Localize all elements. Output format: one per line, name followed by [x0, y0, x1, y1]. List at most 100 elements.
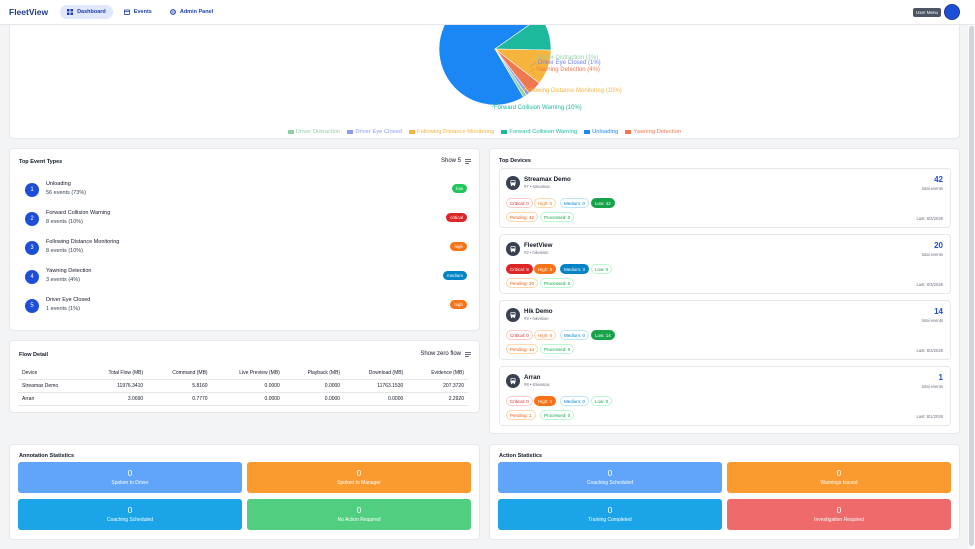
stat-label: Training Completed: [588, 517, 632, 523]
device-last-seen: Last: 8/1/2026: [916, 414, 943, 419]
nav-dashboard[interactable]: Dashboard: [60, 5, 113, 19]
pie-slice[interactable]: [438, 25, 541, 106]
event-type-item[interactable]: 3 Following Distance Monitoring 8 events (…: [15, 238, 467, 260]
table-row[interactable]: Arran 3.0690 0.7770 0.0000 0.0000 0.0000 2.292…: [18, 392, 468, 406]
device-card[interactable]: Hik Demo #3 • hikvision 14 total events Crit…: [499, 300, 951, 360]
avatar[interactable]: [944, 4, 960, 20]
stat-label: Spoken to Manager: [337, 480, 381, 486]
device-last-seen: Last: 8/3/2026: [916, 282, 943, 287]
table-column-header: Playback (MB): [283, 367, 345, 380]
truck-icon: [506, 176, 520, 190]
pie-label-line: [491, 96, 506, 108]
severity-high-pill: High: 0: [534, 198, 557, 208]
table-cell: 207.3720: [407, 379, 468, 393]
status-processed-pill: Processed: 0: [540, 278, 575, 288]
device-card[interactable]: Arran #8 • streamax 1 total events Critical:…: [499, 366, 951, 426]
table-cell: 0.0000: [283, 379, 345, 393]
pie-slice[interactable]: [494, 48, 527, 98]
device-name: Arran: [524, 374, 541, 381]
device-card[interactable]: FleetView #2 • hikvision 20 total events Cri…: [499, 234, 951, 294]
show-zero-flow-toggle[interactable]: Show zero flow: [420, 351, 471, 357]
stat-tile[interactable]: 0 Spoken to Driver: [18, 462, 242, 493]
stat-label: Coaching Scheduled: [106, 517, 154, 523]
main-nav: Dashboard Events Admin Panel: [60, 5, 220, 19]
pie-slice-label: Driver Distraction (1%): [538, 55, 598, 61]
table-cell: 5.8160: [147, 379, 212, 393]
status-processed-pill: Processed: 0: [540, 410, 575, 420]
severity-high-pill: High: 0: [534, 330, 557, 340]
nav-events[interactable]: Events: [117, 5, 159, 19]
event-type-item[interactable]: 5 Driver Eye Closed 1 events (1%) high: [15, 296, 467, 318]
legend-swatch: [625, 130, 632, 134]
event-type-item[interactable]: 2 Forward Collision Warning 8 events (10%)…: [15, 209, 467, 231]
stat-tile[interactable]: 0 Investigation Required: [727, 499, 951, 530]
user-menu-button[interactable]: User Menu: [913, 8, 942, 17]
table-cell: 11976.3410: [83, 379, 148, 393]
flow-detail-title: Flow Detail: [19, 352, 49, 358]
nav-admin-label: Admin Panel: [179, 9, 214, 15]
legend-item[interactable]: Driver Distraction: [287, 129, 340, 135]
event-pie-chart: Driver Distraction (1%)Driver Eye Closed…: [438, 25, 622, 111]
legend-item[interactable]: Driver Eye Closed: [347, 129, 402, 135]
status-processed-pill: Processed: 0: [540, 344, 575, 354]
gear-icon: [169, 9, 176, 15]
stat-value: 0: [356, 505, 362, 515]
severity-medium-pill: Medium: 3: [560, 264, 590, 274]
top-event-types-title: Top Event Types: [19, 159, 63, 165]
brand-logo[interactable]: FleetView: [9, 7, 49, 17]
stat-value: 0: [607, 468, 613, 478]
show-count-toggle[interactable]: Show 5: [441, 158, 471, 164]
stat-value: 0: [356, 468, 362, 478]
pie-label-line: [530, 56, 537, 63]
stat-label: Warnings Issued: [820, 480, 858, 486]
legend-item[interactable]: Following Distance Monitoring: [409, 129, 494, 135]
table-header-row: Device Total Flow (MB) Command (MB) Live Pr…: [18, 367, 468, 380]
legend-label: Driver Eye Closed: [355, 129, 403, 135]
legend-swatch: [287, 130, 294, 134]
status-pending-pill: Pending: 20: [506, 278, 539, 288]
severity-badge: high: [450, 300, 467, 309]
stat-tile[interactable]: 0 Spoken to Manager: [247, 462, 471, 493]
status-processed-pill: Processed: 0: [540, 212, 575, 222]
event-type-name: Following Distance Monitoring: [46, 239, 120, 245]
table-column-header: Total Flow (MB): [83, 367, 148, 380]
severity-critical-pill: Critical: 0: [506, 396, 533, 406]
top-devices-title: Top Devices: [499, 158, 531, 164]
stat-tile[interactable]: 0 No Action Required: [247, 499, 471, 530]
total-events-label: total events: [921, 384, 943, 389]
severity-low-pill: Low: 0: [591, 396, 613, 406]
event-type-item[interactable]: 1 Unloading 56 events (73%) low: [15, 180, 467, 202]
stat-tile[interactable]: 0 Coaching Scheduled: [498, 462, 722, 493]
device-name: FleetView: [524, 242, 553, 249]
device-id: #2 • hikvision: [524, 250, 549, 255]
stat-tile[interactable]: 0 Training Completed: [498, 499, 722, 530]
severity-badge: critical: [446, 213, 467, 222]
device-card[interactable]: Streamax Demo #7 • streamax 42 total events…: [499, 168, 951, 228]
severity-critical-pill: Critical: 0: [506, 330, 533, 340]
table-cell: Streamax Demo: [18, 379, 84, 393]
top-event-types-card: Top Event Types Show 5: [9, 148, 480, 331]
legend-item[interactable]: Yawning Detection: [625, 129, 681, 135]
legend-item[interactable]: Unloading: [584, 129, 618, 135]
event-type-name: Driver Eye Closed: [46, 297, 91, 303]
device-total-count: 1: [938, 373, 943, 382]
nav-admin-panel[interactable]: Admin Panel: [163, 5, 220, 19]
device-last-seen: Last: 8/3/2026: [916, 348, 943, 353]
pie-slice-label: Forward Collision Warning (10%): [494, 105, 582, 111]
legend-swatch: [501, 130, 508, 134]
menu-icon: [465, 159, 471, 164]
table-column-header: Live Preview (MB): [211, 367, 284, 380]
event-rank-badge: 4: [25, 270, 39, 284]
stat-tile[interactable]: 0 Coaching Scheduled: [18, 499, 242, 530]
table-cell: 0.0000: [211, 379, 284, 393]
status-pending-pill: Pending: 1: [506, 410, 536, 420]
stat-tile[interactable]: 0 Warnings Issued: [727, 462, 951, 493]
event-type-count: 8 events (10%): [46, 248, 83, 254]
device-total-count: 14: [934, 307, 943, 316]
truck-icon: [506, 374, 520, 388]
event-type-item[interactable]: 4 Yawning Detection 3 events (4%) medium: [15, 267, 467, 289]
legend-item[interactable]: Forward Collision Warning: [501, 129, 577, 135]
scrollbar-thumb[interactable]: [969, 26, 974, 546]
table-row[interactable]: Streamax Demo 11976.3410 5.8160 0.0000 0.000…: [18, 379, 468, 393]
pie-label-line: [521, 86, 526, 91]
